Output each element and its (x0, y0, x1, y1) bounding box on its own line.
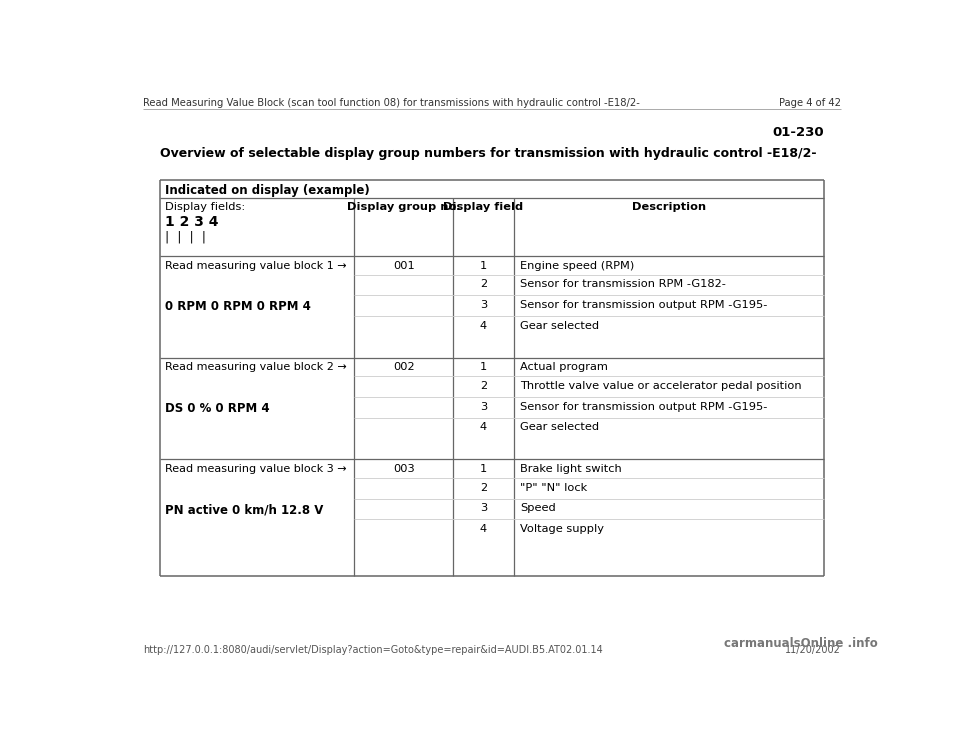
Text: 4: 4 (480, 321, 487, 331)
Text: PN active 0 km/h 12.8 V: PN active 0 km/h 12.8 V (165, 503, 324, 516)
Text: Sensor for transmission output RPM -G195-: Sensor for transmission output RPM -G195… (520, 300, 767, 310)
Text: http://127.0.0.1:8080/audi/servlet/Display?action=Goto&type=repair&id=AUDI.B5.AT: http://127.0.0.1:8080/audi/servlet/Displ… (143, 645, 603, 655)
Text: Speed: Speed (520, 503, 556, 513)
Text: "P" "N" lock: "P" "N" lock (520, 482, 588, 493)
Text: 3: 3 (480, 300, 487, 310)
Text: 11/20/2002: 11/20/2002 (785, 645, 841, 655)
Text: 003: 003 (393, 464, 415, 474)
Text: 1: 1 (480, 260, 487, 271)
Text: DS 0 % 0 RPM 4: DS 0 % 0 RPM 4 (165, 401, 270, 415)
Text: 001: 001 (393, 260, 415, 271)
Text: Overview of selectable display group numbers for transmission with hydraulic con: Overview of selectable display group num… (160, 147, 817, 160)
Text: Display field: Display field (444, 203, 523, 212)
Text: Gear selected: Gear selected (520, 422, 599, 433)
Text: 01-230: 01-230 (772, 126, 824, 139)
Text: Read Measuring Value Block (scan tool function 08) for transmissions with hydrau: Read Measuring Value Block (scan tool fu… (143, 97, 640, 108)
Text: 1: 1 (480, 362, 487, 372)
Text: Page 4 of 42: Page 4 of 42 (779, 97, 841, 108)
Text: 2: 2 (480, 482, 487, 493)
Text: Indicated on display (example): Indicated on display (example) (165, 184, 370, 197)
Text: 4: 4 (480, 422, 487, 433)
Text: Read measuring value block 2 →: Read measuring value block 2 → (165, 362, 347, 372)
Text: 2: 2 (480, 279, 487, 289)
Text: 1: 1 (480, 464, 487, 474)
Text: carmanualsOnline .info: carmanualsOnline .info (725, 637, 878, 650)
Text: 4: 4 (480, 524, 487, 534)
Text: Gear selected: Gear selected (520, 321, 599, 331)
Text: Display fields:: Display fields: (165, 203, 245, 212)
Text: Read measuring value block 1 →: Read measuring value block 1 → (165, 260, 347, 271)
Text: Voltage supply: Voltage supply (520, 524, 604, 534)
Text: 3: 3 (480, 401, 487, 412)
Text: |  |  |  |: | | | | (165, 231, 206, 243)
Text: 2: 2 (480, 381, 487, 391)
Text: Description: Description (632, 203, 706, 212)
Text: Actual program: Actual program (520, 362, 608, 372)
Text: Throttle valve value or accelerator pedal position: Throttle valve value or accelerator peda… (520, 381, 802, 391)
Text: Sensor for transmission output RPM -G195-: Sensor for transmission output RPM -G195… (520, 401, 767, 412)
Text: 0 RPM 0 RPM 0 RPM 4: 0 RPM 0 RPM 0 RPM 4 (165, 300, 311, 313)
Text: Read measuring value block 3 →: Read measuring value block 3 → (165, 464, 347, 474)
Text: 1 2 3 4: 1 2 3 4 (165, 215, 219, 229)
Text: 002: 002 (393, 362, 415, 372)
Text: 3: 3 (480, 503, 487, 513)
Text: Sensor for transmission RPM -G182-: Sensor for transmission RPM -G182- (520, 279, 726, 289)
Text: Brake light switch: Brake light switch (520, 464, 622, 474)
Text: Display group no.: Display group no. (347, 203, 461, 212)
Text: Engine speed (RPM): Engine speed (RPM) (520, 260, 635, 271)
